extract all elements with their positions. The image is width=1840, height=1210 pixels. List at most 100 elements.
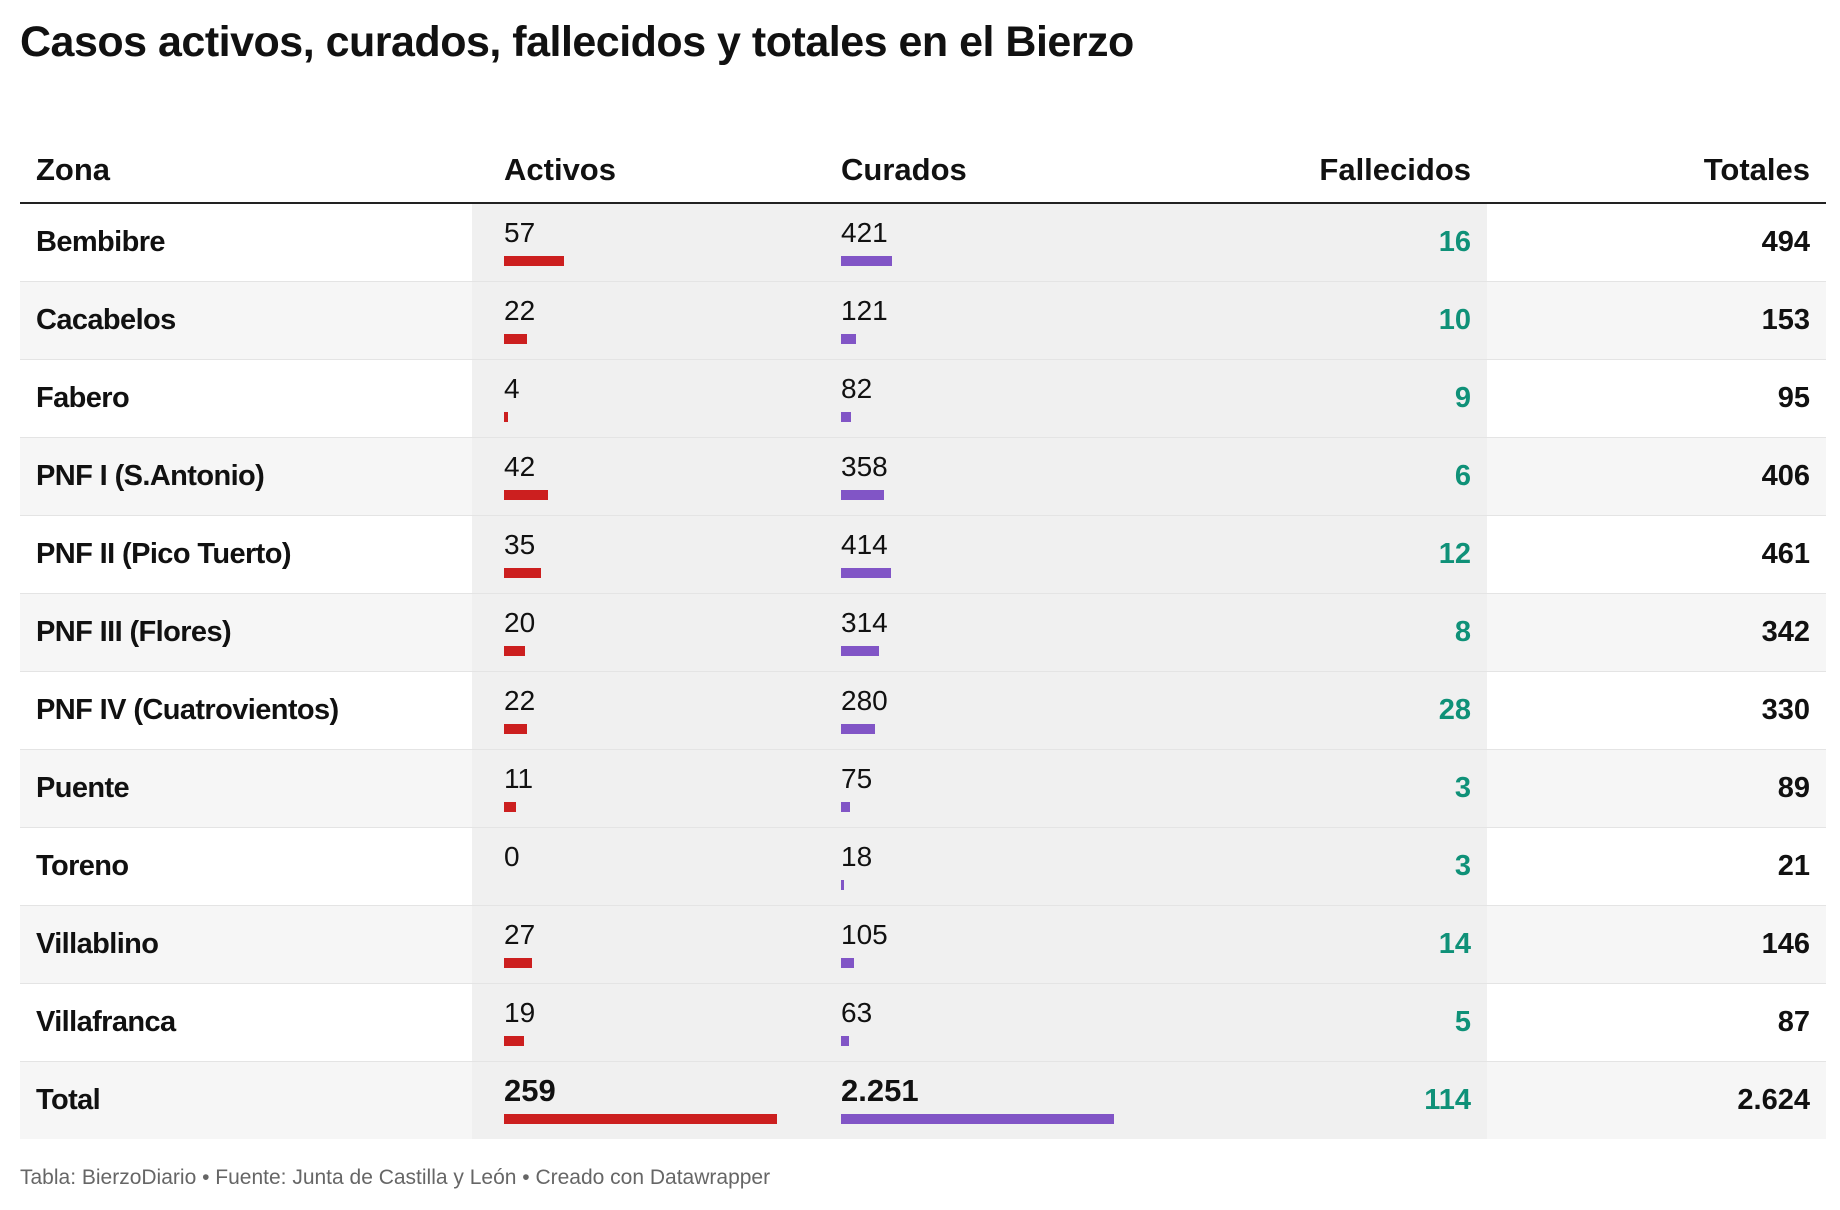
fallecidos-cell: 8: [1148, 593, 1487, 672]
totales-cell: 342: [1487, 593, 1826, 672]
activos-bar: [504, 411, 509, 422]
curados-bar: [841, 411, 851, 422]
activos-bar-track: [504, 489, 777, 500]
curados-bar: [841, 567, 892, 578]
header-row: Zona Activos Curados Fallecidos Totales: [20, 114, 1826, 204]
curados-cell: 105: [809, 905, 1148, 984]
table-row: Toreno 0 18 3 21: [20, 827, 1826, 906]
curados-bar-track: [841, 879, 1116, 890]
activos-bar-track: [504, 333, 777, 344]
curados-cell: 75: [809, 749, 1148, 828]
table-row: Fabero 4 82 9 95: [20, 359, 1826, 438]
table-body: Bembibre 57 421 16 494 Cacabelos 22 121 10 153 Fab…: [20, 203, 1826, 1139]
curados-value: 82: [841, 372, 873, 404]
activos-cell: 35: [472, 515, 809, 594]
totales-cell: 153: [1487, 281, 1826, 360]
activos-cell: 19: [472, 983, 809, 1062]
fallecidos-cell: 9: [1148, 359, 1487, 438]
activos-bar-track: [504, 645, 777, 656]
curados-value: 2.251: [841, 1072, 919, 1108]
zona-cell: PNF II (Pico Tuerto): [20, 515, 472, 594]
curados-bar: [841, 1113, 1114, 1124]
curados-cell: 2.251: [809, 1061, 1148, 1139]
activos-bar-track: [504, 567, 777, 578]
column-header-totales[interactable]: Totales: [1487, 114, 1826, 204]
curados-cell: 414: [809, 515, 1148, 594]
totales-cell: 21: [1487, 827, 1826, 906]
zona-cell: Villafranca: [20, 983, 472, 1062]
table-row: Puente 11 75 3 89: [20, 749, 1826, 828]
zona-cell: Toreno: [20, 827, 472, 906]
cases-table: Zona Activos Curados Fallecidos Totales …: [20, 114, 1826, 1139]
activos-cell: 0: [472, 827, 809, 906]
curados-bar-track: [841, 957, 1116, 968]
curados-cell: 280: [809, 671, 1148, 750]
chart-title: Casos activos, curados, fallecidos y tot…: [20, 18, 1134, 66]
table-row: Villablino 27 105 14 146: [20, 905, 1826, 984]
column-header-fallecidos[interactable]: Fallecidos: [1148, 114, 1487, 204]
activos-bar-track: [504, 723, 777, 734]
curados-cell: 18: [809, 827, 1148, 906]
fallecidos-cell: 5: [1148, 983, 1487, 1062]
curados-cell: 421: [809, 203, 1148, 282]
column-header-activos[interactable]: Activos: [472, 114, 809, 204]
curados-value: 75: [841, 762, 873, 794]
curados-bar: [841, 256, 893, 266]
curados-bar: [841, 723, 875, 734]
activos-bar: [504, 645, 526, 656]
activos-bar: [504, 333, 528, 344]
curados-bar: [841, 489, 885, 500]
activos-cell: 20: [472, 593, 809, 672]
activos-value: 35: [504, 528, 536, 560]
curados-bar: [841, 333, 856, 344]
zona-cell: Cacabelos: [20, 281, 472, 360]
fallecidos-cell: 16: [1148, 203, 1487, 282]
table-row: Bembibre 57 421 16 494: [20, 203, 1826, 282]
zona-cell: Bembibre: [20, 203, 472, 282]
zona-cell: PNF III (Flores): [20, 593, 472, 672]
activos-cell: 57: [472, 203, 809, 282]
table-row: Villafranca 19 63 5 87: [20, 983, 1826, 1062]
curados-bar-track: [841, 567, 1116, 578]
zona-cell: Fabero: [20, 359, 472, 438]
curados-cell: 358: [809, 437, 1148, 516]
activos-bar-track: [504, 957, 777, 968]
curados-value: 63: [841, 996, 873, 1028]
activos-bar: [504, 1113, 777, 1124]
totales-cell: 494: [1487, 203, 1826, 282]
fallecidos-cell: 14: [1148, 905, 1487, 984]
activos-bar-track: [504, 880, 777, 890]
totales-cell: 146: [1487, 905, 1826, 984]
table-row: PNF IV (Cuatrovientos) 22 280 28 330: [20, 671, 1826, 750]
curados-value: 414: [841, 528, 888, 560]
curados-cell: 121: [809, 281, 1148, 360]
zona-cell: Total: [20, 1061, 472, 1139]
activos-bar-track: [504, 256, 777, 266]
activos-bar: [504, 957, 533, 968]
fallecidos-cell: 28: [1148, 671, 1487, 750]
fallecidos-cell: 10: [1148, 281, 1487, 360]
activos-value: 11: [504, 762, 534, 794]
curados-bar-track: [841, 489, 1116, 500]
activos-cell: 42: [472, 437, 809, 516]
curados-value: 314: [841, 606, 888, 638]
zona-cell: PNF IV (Cuatrovientos): [20, 671, 472, 750]
curados-bar: [841, 1035, 849, 1046]
column-header-zona[interactable]: Zona: [20, 114, 472, 204]
activos-value: 19: [504, 996, 536, 1028]
activos-value: 20: [504, 606, 536, 638]
table-row: PNF III (Flores) 20 314 8 342: [20, 593, 1826, 672]
activos-value: 0: [504, 840, 520, 872]
curados-bar-track: [841, 333, 1116, 344]
curados-value: 358: [841, 450, 888, 482]
activos-value: 57: [504, 217, 536, 248]
activos-bar: [504, 801, 516, 812]
activos-cell: 22: [472, 281, 809, 360]
curados-bar-track: [841, 411, 1116, 422]
table-row: PNF II (Pico Tuerto) 35 414 12 461: [20, 515, 1826, 594]
activos-bar: [504, 489, 549, 500]
column-header-curados[interactable]: Curados: [809, 114, 1148, 204]
activos-bar: [504, 723, 528, 734]
curados-value: 280: [841, 684, 888, 716]
